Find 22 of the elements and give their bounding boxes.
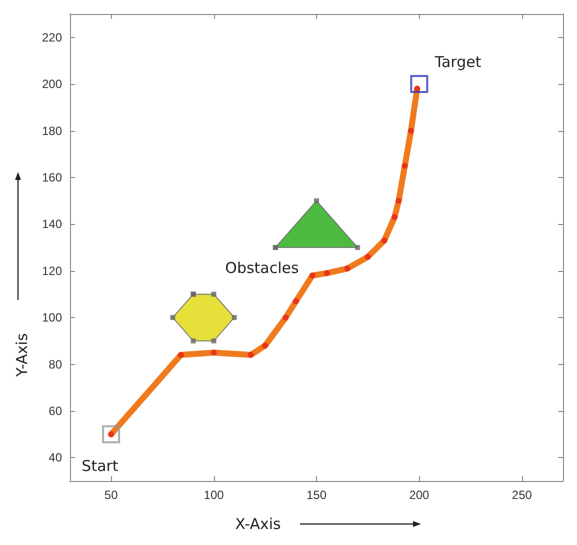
- y-tick-label: 160: [42, 170, 62, 184]
- x-tick-label: 200: [409, 488, 430, 502]
- x-tick-label: 50: [104, 488, 118, 502]
- annotation: Target: [434, 53, 482, 71]
- x-axis-title: X-Axis: [235, 515, 282, 533]
- y-tick-label: 60: [48, 404, 62, 418]
- y-tick-label: 140: [42, 217, 62, 232]
- y-tick-label: 120: [42, 264, 62, 278]
- annotation: Start: [82, 457, 118, 475]
- y-tick-label: 200: [42, 77, 62, 92]
- y-axis-title: Y-Axis: [13, 333, 31, 378]
- y-tick-label: 220: [42, 30, 62, 44]
- x-tick-label: 250: [512, 488, 532, 502]
- y-tick-label: 40: [48, 450, 62, 465]
- point: [102, 425, 120, 444]
- y-tick-label: 80: [48, 357, 62, 372]
- y-tick-label: 180: [42, 124, 62, 138]
- annotation: Obstacles: [225, 259, 300, 277]
- x-tick-label: 100: [204, 488, 224, 502]
- y-tick-label: 100: [42, 310, 62, 325]
- x-tick-label: 150: [306, 488, 327, 502]
- point: [410, 75, 428, 94]
